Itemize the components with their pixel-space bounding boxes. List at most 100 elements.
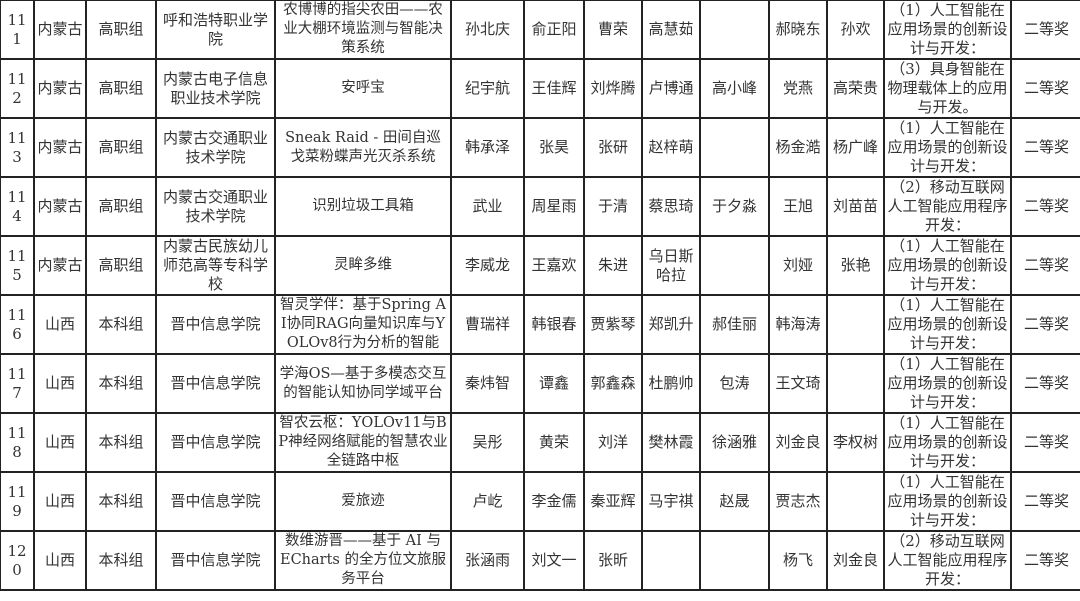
province-cell: 内蒙古 <box>33 117 87 178</box>
student-cell: 吴彤 <box>450 412 525 473</box>
student-cell: 俞正阳 <box>523 0 585 60</box>
table-row: 119 山西 本科组 晋中信息学院 爱旅迹 卢屹 李金儒 秦亚辉 马宇祺 赵晟 贾志杰 （1）人工智能… <box>0 471 1080 532</box>
project-cell: 智农云枢：YOLOv11与BP神经网络赋能的智慧农业全链路中枢 <box>274 412 452 473</box>
student-cell <box>699 0 770 60</box>
student-cell: 郭鑫森 <box>583 353 643 414</box>
track-cell: （1）人工智能在应用场景的创新设计与开发： <box>883 235 1012 296</box>
teacher-cell: 高荣贵 <box>826 58 885 119</box>
student-cell: 王佳辉 <box>523 58 585 119</box>
table-row: 111 内蒙古 高职组 呼和浩特职业学院 农博博的指尖农田——农业大棚环境监测与智能决策… <box>0 0 1080 60</box>
table-row: 113 内蒙古 高职组 内蒙古交通职业技术学院 Sneak Raid - 田间自巡戈菜粉… <box>0 117 1080 178</box>
student-cell: 郑凯升 <box>641 294 701 355</box>
group-cell: 高职组 <box>85 117 157 178</box>
project-cell: Sneak Raid - 田间自巡戈菜粉蝶声光灭杀系统 <box>274 117 452 178</box>
student-cell: 高慧茹 <box>641 0 701 60</box>
row-number: 119 <box>0 471 35 532</box>
award-cell: 二等奖 <box>1010 58 1080 119</box>
group-cell: 本科组 <box>85 412 157 473</box>
row-number: 114 <box>0 176 35 237</box>
student-cell: 武业 <box>450 176 525 237</box>
student-cell: 于清 <box>583 176 643 237</box>
student-cell: 韩银春 <box>523 294 585 355</box>
table-row: 120 山西 本科组 晋中信息学院 数维游晋——基于 AI 与 ECharts 的全方位… <box>0 530 1080 591</box>
student-cell: 卢屹 <box>450 471 525 532</box>
school-cell: 晋中信息学院 <box>155 471 276 532</box>
project-cell: 安呼宝 <box>274 58 452 119</box>
student-cell: 李威龙 <box>450 235 525 296</box>
project-cell: 智灵学伴：基于Spring AI协同RAG向量知识库与YOLOv8行为分析的智能 <box>274 294 452 355</box>
teacher-cell: 杨金澔 <box>768 117 828 178</box>
school-cell: 内蒙古电子信息职业技术学院 <box>155 58 276 119</box>
project-cell: 灵眸多维 <box>274 235 452 296</box>
track-cell: （1）人工智能在应用场景的创新设计与开发： <box>883 117 1012 178</box>
student-cell: 樊林霞 <box>641 412 701 473</box>
project-cell: 学海OS—基于多模态交互的智能认知协同学域平台 <box>274 353 452 414</box>
teacher-cell <box>826 471 885 532</box>
teacher-cell: 刘苗苗 <box>826 176 885 237</box>
student-cell: 马宇祺 <box>641 471 701 532</box>
teacher-cell: 王文琦 <box>768 353 828 414</box>
student-cell: 黄荣 <box>523 412 585 473</box>
teacher-cell: 杨飞 <box>768 530 828 591</box>
row-number: 116 <box>0 294 35 355</box>
track-cell: （2）移动互联网人工智能应用程序开发： <box>883 176 1012 237</box>
row-number: 112 <box>0 58 35 119</box>
student-cell: 乌日斯哈拉 <box>641 235 701 296</box>
student-cell: 张昊 <box>523 117 585 178</box>
student-cell: 高小峰 <box>699 58 770 119</box>
school-cell: 晋中信息学院 <box>155 353 276 414</box>
teacher-cell: 刘娅 <box>768 235 828 296</box>
group-cell: 高职组 <box>85 235 157 296</box>
teacher-cell <box>826 294 885 355</box>
award-cell: 二等奖 <box>1010 176 1080 237</box>
student-cell: 李金儒 <box>523 471 585 532</box>
province-cell: 内蒙古 <box>33 0 87 60</box>
student-cell: 卢博通 <box>641 58 701 119</box>
student-cell: 韩承泽 <box>450 117 525 178</box>
award-cell: 二等奖 <box>1010 235 1080 296</box>
school-cell: 内蒙古交通职业技术学院 <box>155 176 276 237</box>
track-cell: （1）人工智能在应用场景的创新设计与开发： <box>883 294 1012 355</box>
award-cell: 二等奖 <box>1010 471 1080 532</box>
student-cell: 刘洋 <box>583 412 643 473</box>
province-cell: 内蒙古 <box>33 235 87 296</box>
student-cell: 秦炜智 <box>450 353 525 414</box>
student-cell: 赵梓萌 <box>641 117 701 178</box>
group-cell: 本科组 <box>85 471 157 532</box>
province-cell: 山西 <box>33 412 87 473</box>
track-cell: （1）人工智能在应用场景的创新设计与开发： <box>883 0 1012 60</box>
teacher-cell: 郝晓东 <box>768 0 828 60</box>
student-cell: 周星雨 <box>523 176 585 237</box>
student-cell: 张昕 <box>583 530 643 591</box>
student-cell: 王嘉欢 <box>523 235 585 296</box>
school-cell: 晋中信息学院 <box>155 412 276 473</box>
student-cell: 蔡思琦 <box>641 176 701 237</box>
track-cell: （1）人工智能在应用场景的创新设计与开发： <box>883 353 1012 414</box>
school-cell: 晋中信息学院 <box>155 530 276 591</box>
group-cell: 本科组 <box>85 530 157 591</box>
project-cell: 农博博的指尖农田——农业大棚环境监测与智能决策系统 <box>274 0 452 60</box>
province-cell: 山西 <box>33 471 87 532</box>
student-cell: 张涵雨 <box>450 530 525 591</box>
school-cell: 呼和浩特职业学院 <box>155 0 276 60</box>
project-cell: 数维游晋——基于 AI 与 ECharts 的全方位文旅服务平台 <box>274 530 452 591</box>
school-cell: 内蒙古民族幼儿师范高等专科学校 <box>155 235 276 296</box>
table-row: 116 山西 本科组 晋中信息学院 智灵学伴：基于Spring AI协同RAG向量知识库… <box>0 294 1080 355</box>
group-cell: 本科组 <box>85 294 157 355</box>
project-cell: 爱旅迹 <box>274 471 452 532</box>
province-cell: 山西 <box>33 530 87 591</box>
school-cell: 晋中信息学院 <box>155 294 276 355</box>
teacher-cell: 李权树 <box>826 412 885 473</box>
teacher-cell <box>826 353 885 414</box>
student-cell: 张研 <box>583 117 643 178</box>
student-cell: 郝佳丽 <box>699 294 770 355</box>
track-cell: （1）人工智能在应用场景的创新设计与开发： <box>883 471 1012 532</box>
group-cell: 高职组 <box>85 58 157 119</box>
student-cell: 曹瑞祥 <box>450 294 525 355</box>
student-cell: 赵晟 <box>699 471 770 532</box>
student-cell <box>699 117 770 178</box>
student-cell: 谭鑫 <box>523 353 585 414</box>
table-row: 117 山西 本科组 晋中信息学院 学海OS—基于多模态交互的智能认知协同学域平台 秦炜智… <box>0 353 1080 414</box>
row-number: 117 <box>0 353 35 414</box>
